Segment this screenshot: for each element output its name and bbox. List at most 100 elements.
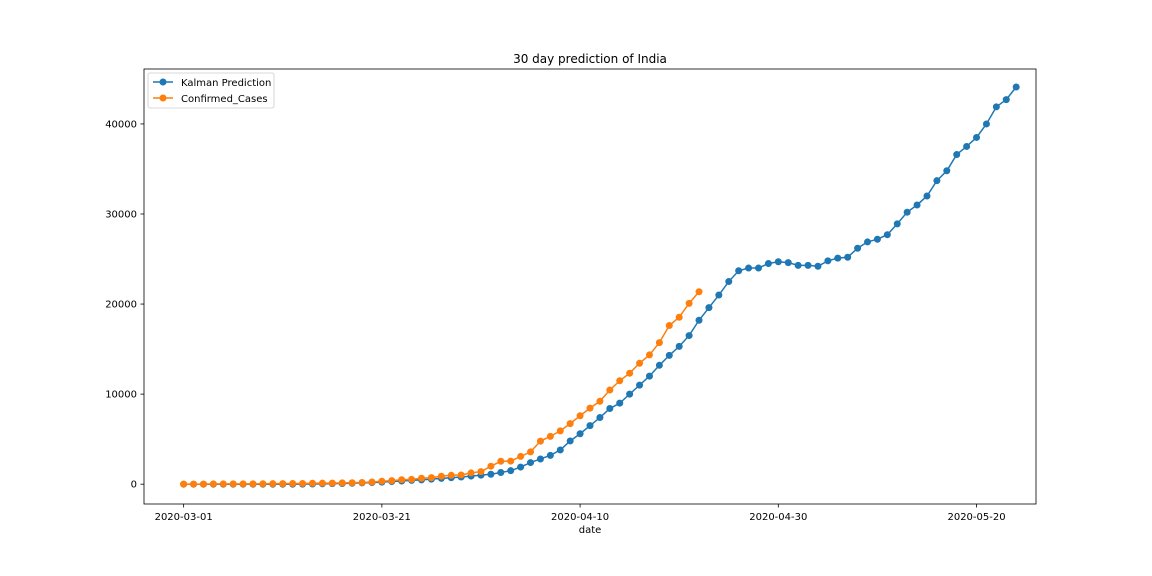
data-point bbox=[308, 479, 316, 487]
data-point bbox=[883, 231, 891, 239]
data-point bbox=[636, 381, 644, 389]
data-point bbox=[318, 479, 326, 487]
data-point bbox=[219, 480, 227, 488]
data-point bbox=[636, 359, 644, 367]
data-point bbox=[378, 477, 386, 485]
data-point bbox=[467, 469, 475, 477]
data-point bbox=[289, 480, 297, 488]
data-point bbox=[427, 474, 435, 482]
data-point bbox=[784, 259, 792, 267]
data-point bbox=[1002, 96, 1010, 104]
series-confirmed-cases bbox=[180, 288, 703, 488]
data-point bbox=[665, 351, 673, 359]
legend-label-confirmed: Confirmed_Cases bbox=[181, 94, 268, 105]
data-point bbox=[953, 151, 961, 159]
data-point bbox=[645, 351, 653, 359]
data-point bbox=[556, 446, 564, 454]
x-axis-label: date bbox=[579, 525, 602, 536]
data-point bbox=[328, 479, 336, 487]
data-point bbox=[903, 208, 911, 216]
data-point bbox=[616, 399, 624, 407]
data-point bbox=[497, 468, 505, 476]
x-tick-label: 2020-05-20 bbox=[947, 512, 1005, 523]
data-point bbox=[576, 412, 584, 420]
data-point bbox=[764, 260, 772, 268]
data-point bbox=[338, 479, 346, 487]
data-point bbox=[487, 470, 495, 478]
data-point bbox=[487, 462, 495, 470]
data-point bbox=[963, 142, 971, 150]
x-tick-label: 2020-03-21 bbox=[353, 512, 411, 523]
data-point bbox=[536, 437, 544, 445]
data-point bbox=[576, 430, 584, 438]
data-point bbox=[834, 254, 842, 262]
data-point bbox=[546, 451, 554, 459]
data-point bbox=[675, 313, 683, 321]
data-point bbox=[794, 261, 802, 269]
data-point bbox=[368, 478, 376, 486]
data-point bbox=[249, 480, 257, 488]
legend-marker-confirmed bbox=[159, 94, 167, 102]
data-point bbox=[398, 476, 406, 484]
data-point bbox=[616, 377, 624, 385]
data-point bbox=[824, 257, 832, 265]
data-point bbox=[893, 220, 901, 228]
data-point bbox=[854, 244, 862, 252]
data-point bbox=[269, 480, 277, 488]
legend: Kalman Prediction Confirmed_Cases bbox=[147, 72, 275, 109]
data-point bbox=[655, 361, 663, 369]
data-point bbox=[209, 480, 217, 488]
data-point bbox=[606, 386, 614, 394]
data-point bbox=[933, 177, 941, 185]
data-point bbox=[735, 267, 743, 275]
data-point bbox=[229, 480, 237, 488]
data-point bbox=[606, 405, 614, 413]
x-tick-label: 2020-03-01 bbox=[155, 512, 213, 523]
data-point bbox=[517, 463, 525, 471]
data-point bbox=[943, 167, 951, 175]
data-point bbox=[675, 342, 683, 350]
data-point bbox=[626, 390, 634, 398]
data-point bbox=[774, 258, 782, 266]
data-point bbox=[645, 372, 653, 380]
data-point bbox=[913, 201, 921, 209]
data-point bbox=[447, 471, 455, 479]
data-point bbox=[626, 369, 634, 377]
data-point bbox=[864, 238, 872, 246]
data-point bbox=[745, 264, 753, 272]
data-point bbox=[299, 479, 307, 487]
data-point bbox=[715, 291, 723, 299]
series-layer bbox=[180, 83, 1020, 488]
data-point bbox=[725, 278, 733, 286]
data-point bbox=[992, 103, 1000, 111]
data-point bbox=[358, 478, 366, 486]
data-point bbox=[665, 322, 673, 330]
data-point bbox=[517, 452, 525, 460]
legend-box bbox=[147, 72, 275, 109]
data-point bbox=[348, 479, 356, 487]
data-point bbox=[507, 457, 515, 465]
data-point bbox=[923, 192, 931, 200]
data-point bbox=[705, 304, 713, 312]
legend-label-kalman: Kalman Prediction bbox=[181, 78, 271, 89]
data-point bbox=[477, 468, 485, 476]
data-point bbox=[566, 420, 574, 428]
data-point bbox=[437, 472, 445, 480]
data-point bbox=[418, 474, 426, 482]
data-point bbox=[586, 404, 594, 412]
data-point bbox=[190, 480, 198, 488]
data-point bbox=[566, 437, 574, 445]
plot-frame bbox=[143, 68, 1037, 505]
data-point bbox=[239, 480, 247, 488]
data-point bbox=[279, 480, 287, 488]
data-point bbox=[536, 455, 544, 463]
data-point bbox=[546, 432, 554, 440]
data-point bbox=[527, 448, 535, 456]
data-point bbox=[457, 471, 465, 479]
data-point bbox=[259, 480, 267, 488]
y-tick-label: 40000 bbox=[105, 119, 137, 130]
data-point bbox=[814, 262, 822, 270]
data-point bbox=[695, 316, 703, 324]
